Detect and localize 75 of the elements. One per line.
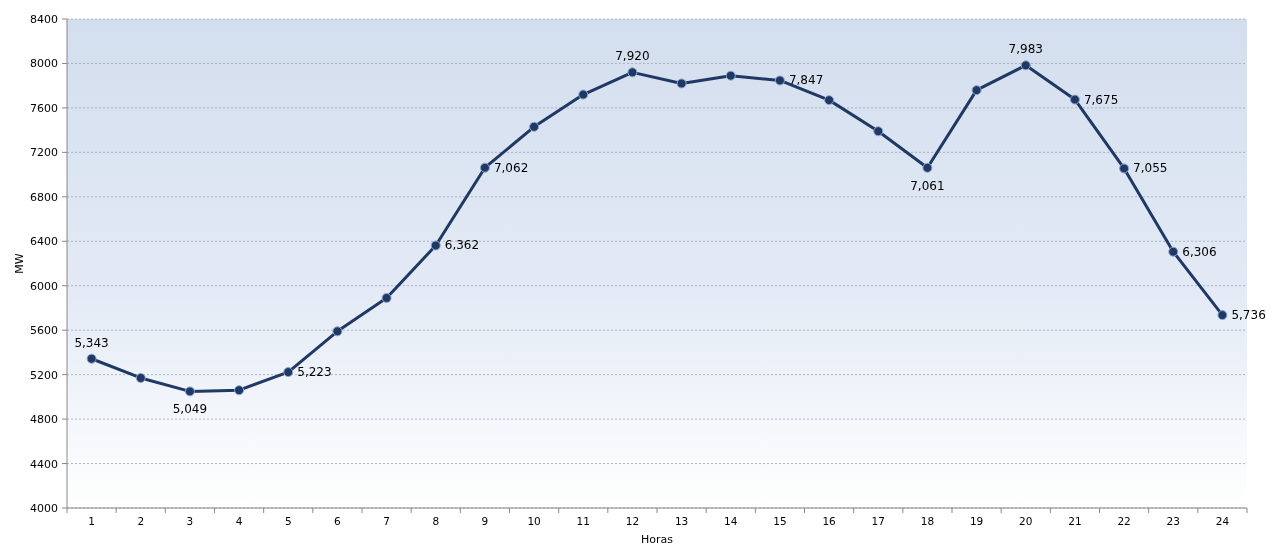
point <box>529 121 540 132</box>
y-tick-label: 8000 <box>30 57 58 71</box>
y-tick-label: 5600 <box>30 324 58 338</box>
x-tick-label: 15 <box>773 515 787 527</box>
x-tick-label: 23 <box>1166 515 1180 527</box>
data-label: 5,343 <box>74 335 109 350</box>
y-tick-label: 6400 <box>30 235 58 249</box>
y-tick-label: 4400 <box>30 457 58 471</box>
data-label: 6,362 <box>444 238 480 253</box>
point <box>627 67 638 78</box>
x-tick-label: 16 <box>822 515 837 527</box>
x-tick-label: 9 <box>481 515 489 527</box>
x-tick-label: 21 <box>1068 515 1082 527</box>
data-label: 7,055 <box>1133 161 1168 176</box>
data-label: 5,049 <box>172 402 208 417</box>
y-tick-label: 7600 <box>30 101 58 115</box>
point <box>1069 94 1080 105</box>
data-label: 7,061 <box>910 178 945 193</box>
y-tick-label: 5200 <box>30 368 58 382</box>
x-tick-label: 22 <box>1117 515 1131 527</box>
point <box>971 85 982 96</box>
point <box>1217 310 1228 321</box>
point <box>873 126 884 137</box>
point <box>184 386 195 397</box>
x-tick-label: 24 <box>1215 515 1230 527</box>
y-tick-label: 7200 <box>30 146 58 160</box>
x-axis-title: Horas <box>641 533 674 546</box>
y-tick-label: 8400 <box>30 13 58 26</box>
data-label: 5,223 <box>297 365 332 380</box>
y-tick-label: 6000 <box>30 279 58 293</box>
point <box>381 292 392 303</box>
data-label: 7,983 <box>1008 42 1043 57</box>
data-label: 7,847 <box>788 73 824 88</box>
point <box>824 95 835 106</box>
x-tick-label: 19 <box>969 515 984 527</box>
point <box>1119 163 1130 174</box>
x-tick-label: 3 <box>186 515 194 527</box>
point <box>725 70 736 81</box>
x-tick-label: 6 <box>334 515 342 527</box>
point <box>578 89 589 100</box>
point <box>1168 246 1179 257</box>
data-label: 7,675 <box>1083 92 1119 107</box>
data-label: 5,736 <box>1231 308 1266 323</box>
point <box>86 353 97 364</box>
point <box>1020 60 1031 71</box>
point <box>234 385 245 396</box>
x-tick-label: 8 <box>432 515 440 527</box>
x-tick-label: 17 <box>871 515 885 527</box>
y-tick-label: 4800 <box>30 413 58 427</box>
x-tick-label: 12 <box>625 515 640 527</box>
point <box>922 162 933 173</box>
x-tick-label: 10 <box>527 515 541 527</box>
x-tick-label: 11 <box>576 515 590 527</box>
point <box>332 326 343 337</box>
point <box>430 240 441 251</box>
point <box>283 367 294 378</box>
x-tick-label: 5 <box>284 515 292 527</box>
point <box>135 372 146 383</box>
x-tick-label: 14 <box>724 515 738 527</box>
x-tick-label: 1 <box>88 515 95 527</box>
x-tick-label: 7 <box>383 515 390 527</box>
point <box>774 75 785 86</box>
point <box>676 78 687 89</box>
x-tick-label: 2 <box>137 515 145 527</box>
y-tick-label: 4000 <box>30 502 58 515</box>
y-tick-label: 6800 <box>30 190 58 204</box>
x-tick-label: 13 <box>674 515 689 527</box>
y-axis-title: MW <box>13 253 26 274</box>
data-label: 7,062 <box>493 160 529 175</box>
point <box>479 162 490 173</box>
data-label: 7,920 <box>615 49 650 64</box>
x-tick-label: 20 <box>1019 515 1033 527</box>
data-label: 6,306 <box>1182 244 1217 259</box>
x-tick-label: 18 <box>920 515 935 527</box>
x-tick-label: 4 <box>235 515 243 527</box>
